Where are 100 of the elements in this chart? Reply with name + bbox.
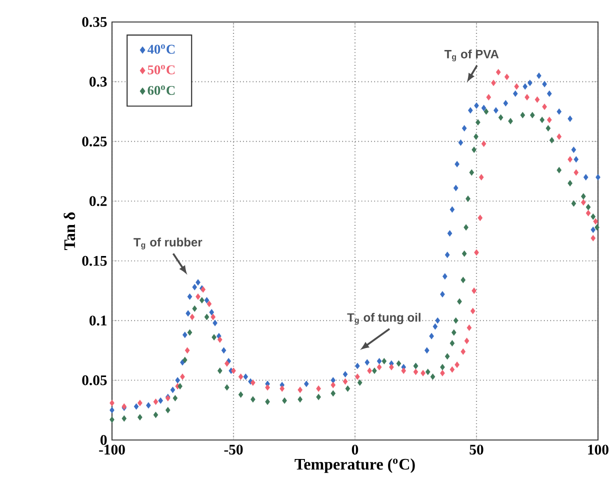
point (474, 249, 479, 256)
legend-label: 40$^{o}$C (148, 44, 175, 54)
point (574, 169, 578, 176)
point (166, 407, 170, 414)
point (250, 380, 256, 386)
point (153, 398, 158, 405)
point (180, 374, 185, 380)
point (590, 214, 596, 220)
x-tick-label: 100 (588, 444, 608, 455)
point (345, 386, 350, 392)
point (556, 167, 562, 174)
point (420, 370, 426, 376)
point (280, 386, 284, 392)
point (212, 334, 216, 340)
point (138, 400, 142, 406)
point (153, 412, 158, 418)
point (466, 196, 470, 202)
point (491, 80, 496, 86)
point (110, 416, 114, 423)
x-tick-label: -100 (99, 444, 125, 455)
point (452, 329, 456, 336)
y-tick-label: 0.05 (82, 375, 107, 386)
point (224, 384, 230, 391)
point (265, 384, 270, 391)
point (316, 394, 321, 400)
point (466, 324, 472, 331)
y-tick-label: 0.15 (82, 256, 107, 266)
point (549, 137, 554, 144)
point (224, 360, 230, 367)
point (504, 74, 510, 80)
point (357, 380, 362, 386)
point (581, 193, 586, 200)
point (200, 297, 204, 304)
y-tick-label: 0.35 (82, 17, 107, 27)
point (472, 146, 476, 153)
point (218, 368, 222, 374)
point (444, 353, 450, 360)
point (594, 224, 600, 230)
point (430, 374, 436, 380)
x-tick-label: 0 (352, 444, 358, 455)
point (367, 368, 372, 374)
point (238, 392, 244, 398)
point (454, 362, 460, 368)
point (556, 134, 562, 140)
point (586, 210, 591, 216)
point (524, 94, 530, 100)
point (474, 134, 478, 140)
point (464, 224, 468, 230)
point (571, 200, 576, 207)
point (372, 368, 377, 374)
point (478, 174, 484, 180)
point (540, 116, 544, 123)
point (450, 340, 455, 346)
point (413, 368, 418, 375)
point (184, 347, 190, 354)
y-tick-label: 0.3 (90, 76, 107, 87)
point (450, 366, 455, 373)
point (218, 336, 222, 343)
point (187, 329, 192, 336)
x-axis-title: Temperature ($^{o}$C) (294, 458, 415, 473)
point (401, 368, 406, 374)
point (462, 250, 467, 257)
annotation: T$_{g}$ of PVA (444, 50, 499, 62)
point (568, 156, 572, 162)
x-tick-label: -50 (224, 444, 243, 455)
point (298, 386, 302, 393)
point (472, 288, 476, 294)
point (426, 368, 430, 375)
legend-label: 60$^{o}$C (148, 86, 175, 95)
point (206, 300, 212, 307)
point (581, 199, 586, 206)
point (282, 398, 287, 404)
point (481, 140, 486, 147)
point (238, 374, 244, 380)
point (330, 390, 336, 396)
point (440, 364, 445, 370)
point (250, 396, 256, 402)
point (514, 83, 519, 90)
point (355, 374, 360, 380)
point (520, 112, 526, 118)
point (396, 360, 402, 367)
point (546, 125, 551, 132)
point (182, 356, 188, 364)
point (586, 204, 591, 210)
point (476, 119, 480, 126)
y-tick-label: 0.1 (90, 316, 107, 326)
point (138, 414, 142, 420)
point (508, 118, 513, 124)
point (192, 306, 197, 312)
point (470, 308, 476, 314)
point (196, 294, 200, 300)
point (342, 378, 348, 385)
point (231, 368, 236, 374)
point (453, 317, 458, 324)
point (547, 116, 552, 123)
point (496, 69, 501, 76)
point (210, 314, 216, 320)
x-tick-label: 50 (470, 444, 484, 455)
y-tick-label: 0.2 (90, 196, 107, 206)
point (486, 94, 492, 100)
